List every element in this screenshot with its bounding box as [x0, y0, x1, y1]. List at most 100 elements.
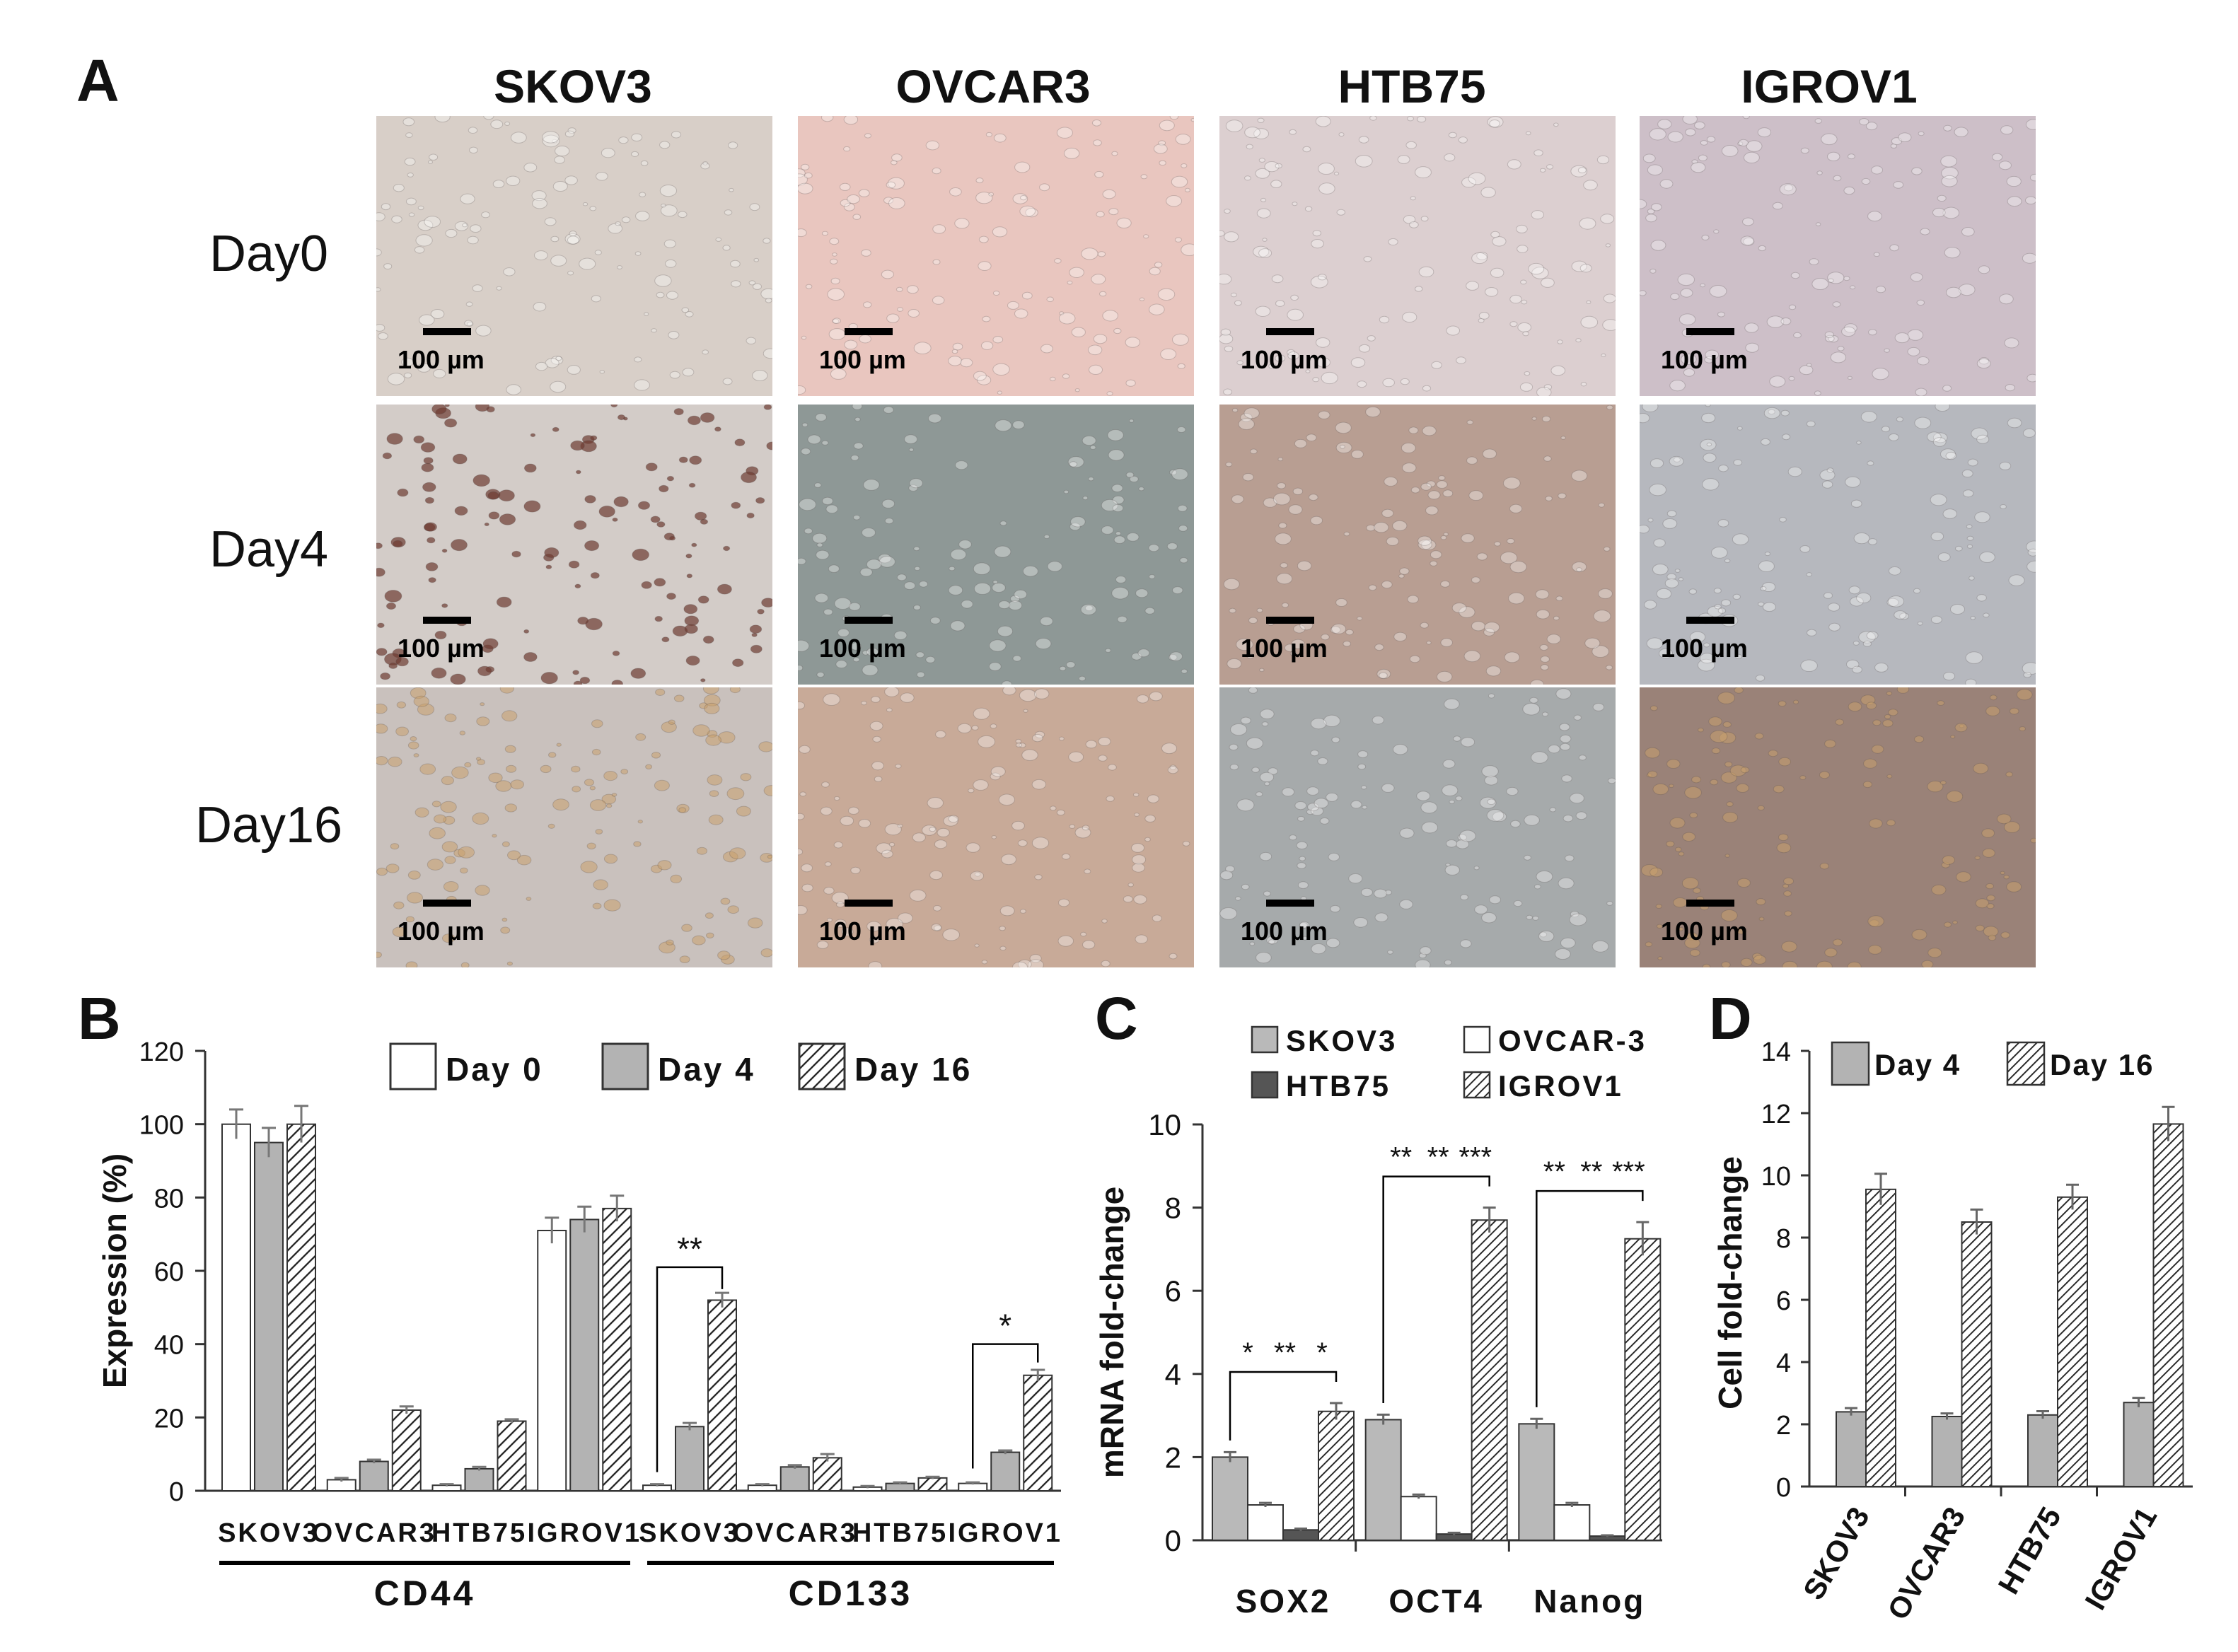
column-title-htb75: HTB75 — [1338, 60, 1486, 112]
significance-marker: ** — [1390, 1142, 1412, 1173]
micrograph-htb75-day0: 100 µm — [1219, 116, 1616, 396]
x-tick-label: OVCAR3 — [312, 1518, 436, 1548]
row-label-day16: Day16 — [195, 797, 343, 854]
legend-swatch — [389, 1042, 437, 1090]
legend-label: Day 16 — [2050, 1048, 2154, 1081]
scale-bar-label: 100 µm — [1661, 345, 1748, 374]
scale-bar-label: 100 µm — [1661, 917, 1748, 946]
y-tick-label: 0 — [1165, 1524, 1181, 1557]
bar — [2123, 1402, 2155, 1488]
scale-bar — [423, 617, 471, 624]
scale-bar-label: 100 µm — [1241, 917, 1328, 946]
scale-bar — [1266, 617, 1314, 624]
scale-bar — [845, 900, 893, 907]
y-tick-label: 10 — [1148, 1108, 1181, 1141]
panel-a-letter: A — [76, 47, 120, 114]
scale-bar — [845, 617, 893, 624]
y-tick-label: 80 — [154, 1184, 184, 1214]
x-tick-label: IGROV1 — [527, 1518, 642, 1548]
row-label-day0: Day0 — [209, 226, 329, 282]
bar — [391, 1409, 422, 1492]
bar — [1836, 1411, 1867, 1488]
legend-swatch — [1463, 1025, 1491, 1054]
y-tick-label: 6 — [1165, 1274, 1181, 1308]
y-tick-label: 14 — [1761, 1037, 1791, 1067]
bar — [1865, 1188, 1896, 1487]
y-axis-label: Cell fold-change — [1712, 1156, 1749, 1409]
bar — [359, 1460, 389, 1491]
significance-marker: ** — [1274, 1337, 1296, 1368]
bar — [1364, 1419, 1402, 1541]
y-tick-label: 0 — [169, 1477, 184, 1507]
bar — [675, 1426, 705, 1492]
bar — [1931, 1416, 1963, 1487]
micrograph-ovcar3-day0: 100 µm — [798, 116, 1194, 396]
scale-bar-label: 100 µm — [1241, 345, 1328, 374]
y-tick-label: 120 — [139, 1037, 184, 1067]
scale-bar — [845, 328, 893, 335]
significance-marker: ** — [1427, 1142, 1449, 1173]
y-tick-label: 12 — [1761, 1100, 1791, 1129]
micrograph-igrov1-day16: 100 µm — [1640, 687, 2036, 967]
y-tick-label: 8 — [1165, 1192, 1181, 1225]
legend-label: SKOV3 — [1286, 1024, 1397, 1057]
scale-bar — [423, 328, 471, 335]
scale-bar — [1686, 900, 1734, 907]
legend-label: Day 0 — [446, 1051, 543, 1088]
scale-bar-label: 100 µm — [819, 634, 906, 663]
significance-marker: ** — [1543, 1156, 1565, 1187]
micrograph-igrov1-day0: 100 µm — [1640, 116, 2036, 396]
x-tick-label: SKOV3 — [639, 1518, 741, 1548]
micrograph-ovcar3-day16: 100 µm — [798, 687, 1194, 967]
bar — [1023, 1374, 1053, 1491]
bar — [221, 1123, 251, 1491]
significance-marker: *** — [1612, 1156, 1645, 1187]
bar — [2152, 1123, 2184, 1487]
x-tick-label: OCT4 — [1388, 1583, 1484, 1619]
scale-bar — [1686, 328, 1734, 335]
bar — [464, 1467, 494, 1492]
scale-bar — [1686, 617, 1734, 624]
significance-marker: * — [999, 1308, 1011, 1344]
y-axis-label: mRNA fold-change — [1094, 1187, 1130, 1478]
bar — [1624, 1238, 1662, 1541]
panel-c-letter: C — [1095, 985, 1138, 1052]
column-title-igrov1: IGROV1 — [1741, 60, 1918, 112]
scale-bar-label: 100 µm — [398, 345, 485, 374]
bar — [1400, 1496, 1437, 1542]
legend-swatch — [1251, 1025, 1279, 1054]
scale-bar — [1266, 900, 1314, 907]
group-label-cd44: CD44 — [374, 1574, 476, 1613]
legend-label: Day 4 — [658, 1051, 755, 1088]
legend-swatch — [1831, 1041, 1870, 1086]
y-tick-label: 100 — [139, 1111, 184, 1141]
y-tick-label: 10 — [1761, 1162, 1791, 1192]
scale-bar-label: 100 µm — [819, 345, 906, 374]
x-tick-label: SKOV3 — [1797, 1501, 1876, 1605]
legend-swatch — [798, 1042, 846, 1090]
bar — [1471, 1219, 1508, 1541]
bar — [707, 1299, 737, 1491]
legend-swatch — [1251, 1071, 1279, 1099]
y-tick-label: 20 — [154, 1404, 184, 1433]
x-tick-label: IGROV1 — [948, 1518, 1062, 1548]
micrograph-htb75-day4: 100 µm — [1219, 405, 1616, 685]
x-tick-label: HTB75 — [852, 1518, 948, 1548]
bar — [537, 1229, 567, 1491]
panel-d-chart: 0 2 4 6 8 10 12 14 Cell fold-change SKOV3 OVCAR3 HT… — [1712, 1037, 2193, 1625]
legend-label: Day 4 — [1874, 1048, 1961, 1081]
bar — [812, 1457, 842, 1491]
micrograph-htb75-day16: 100 µm — [1219, 687, 1616, 967]
bar — [1518, 1423, 1555, 1541]
y-tick-label: 8 — [1776, 1224, 1791, 1254]
bar — [569, 1218, 600, 1491]
y-tick-label: 2 — [1776, 1411, 1791, 1441]
bar — [254, 1141, 284, 1491]
significance-bracket — [656, 1266, 724, 1472]
micrograph-skov3-day0: 100 µm — [376, 116, 772, 396]
scale-bar-label: 100 µm — [1241, 634, 1328, 663]
bar — [2027, 1414, 2058, 1487]
legend-label: OVCAR-3 — [1498, 1024, 1647, 1057]
